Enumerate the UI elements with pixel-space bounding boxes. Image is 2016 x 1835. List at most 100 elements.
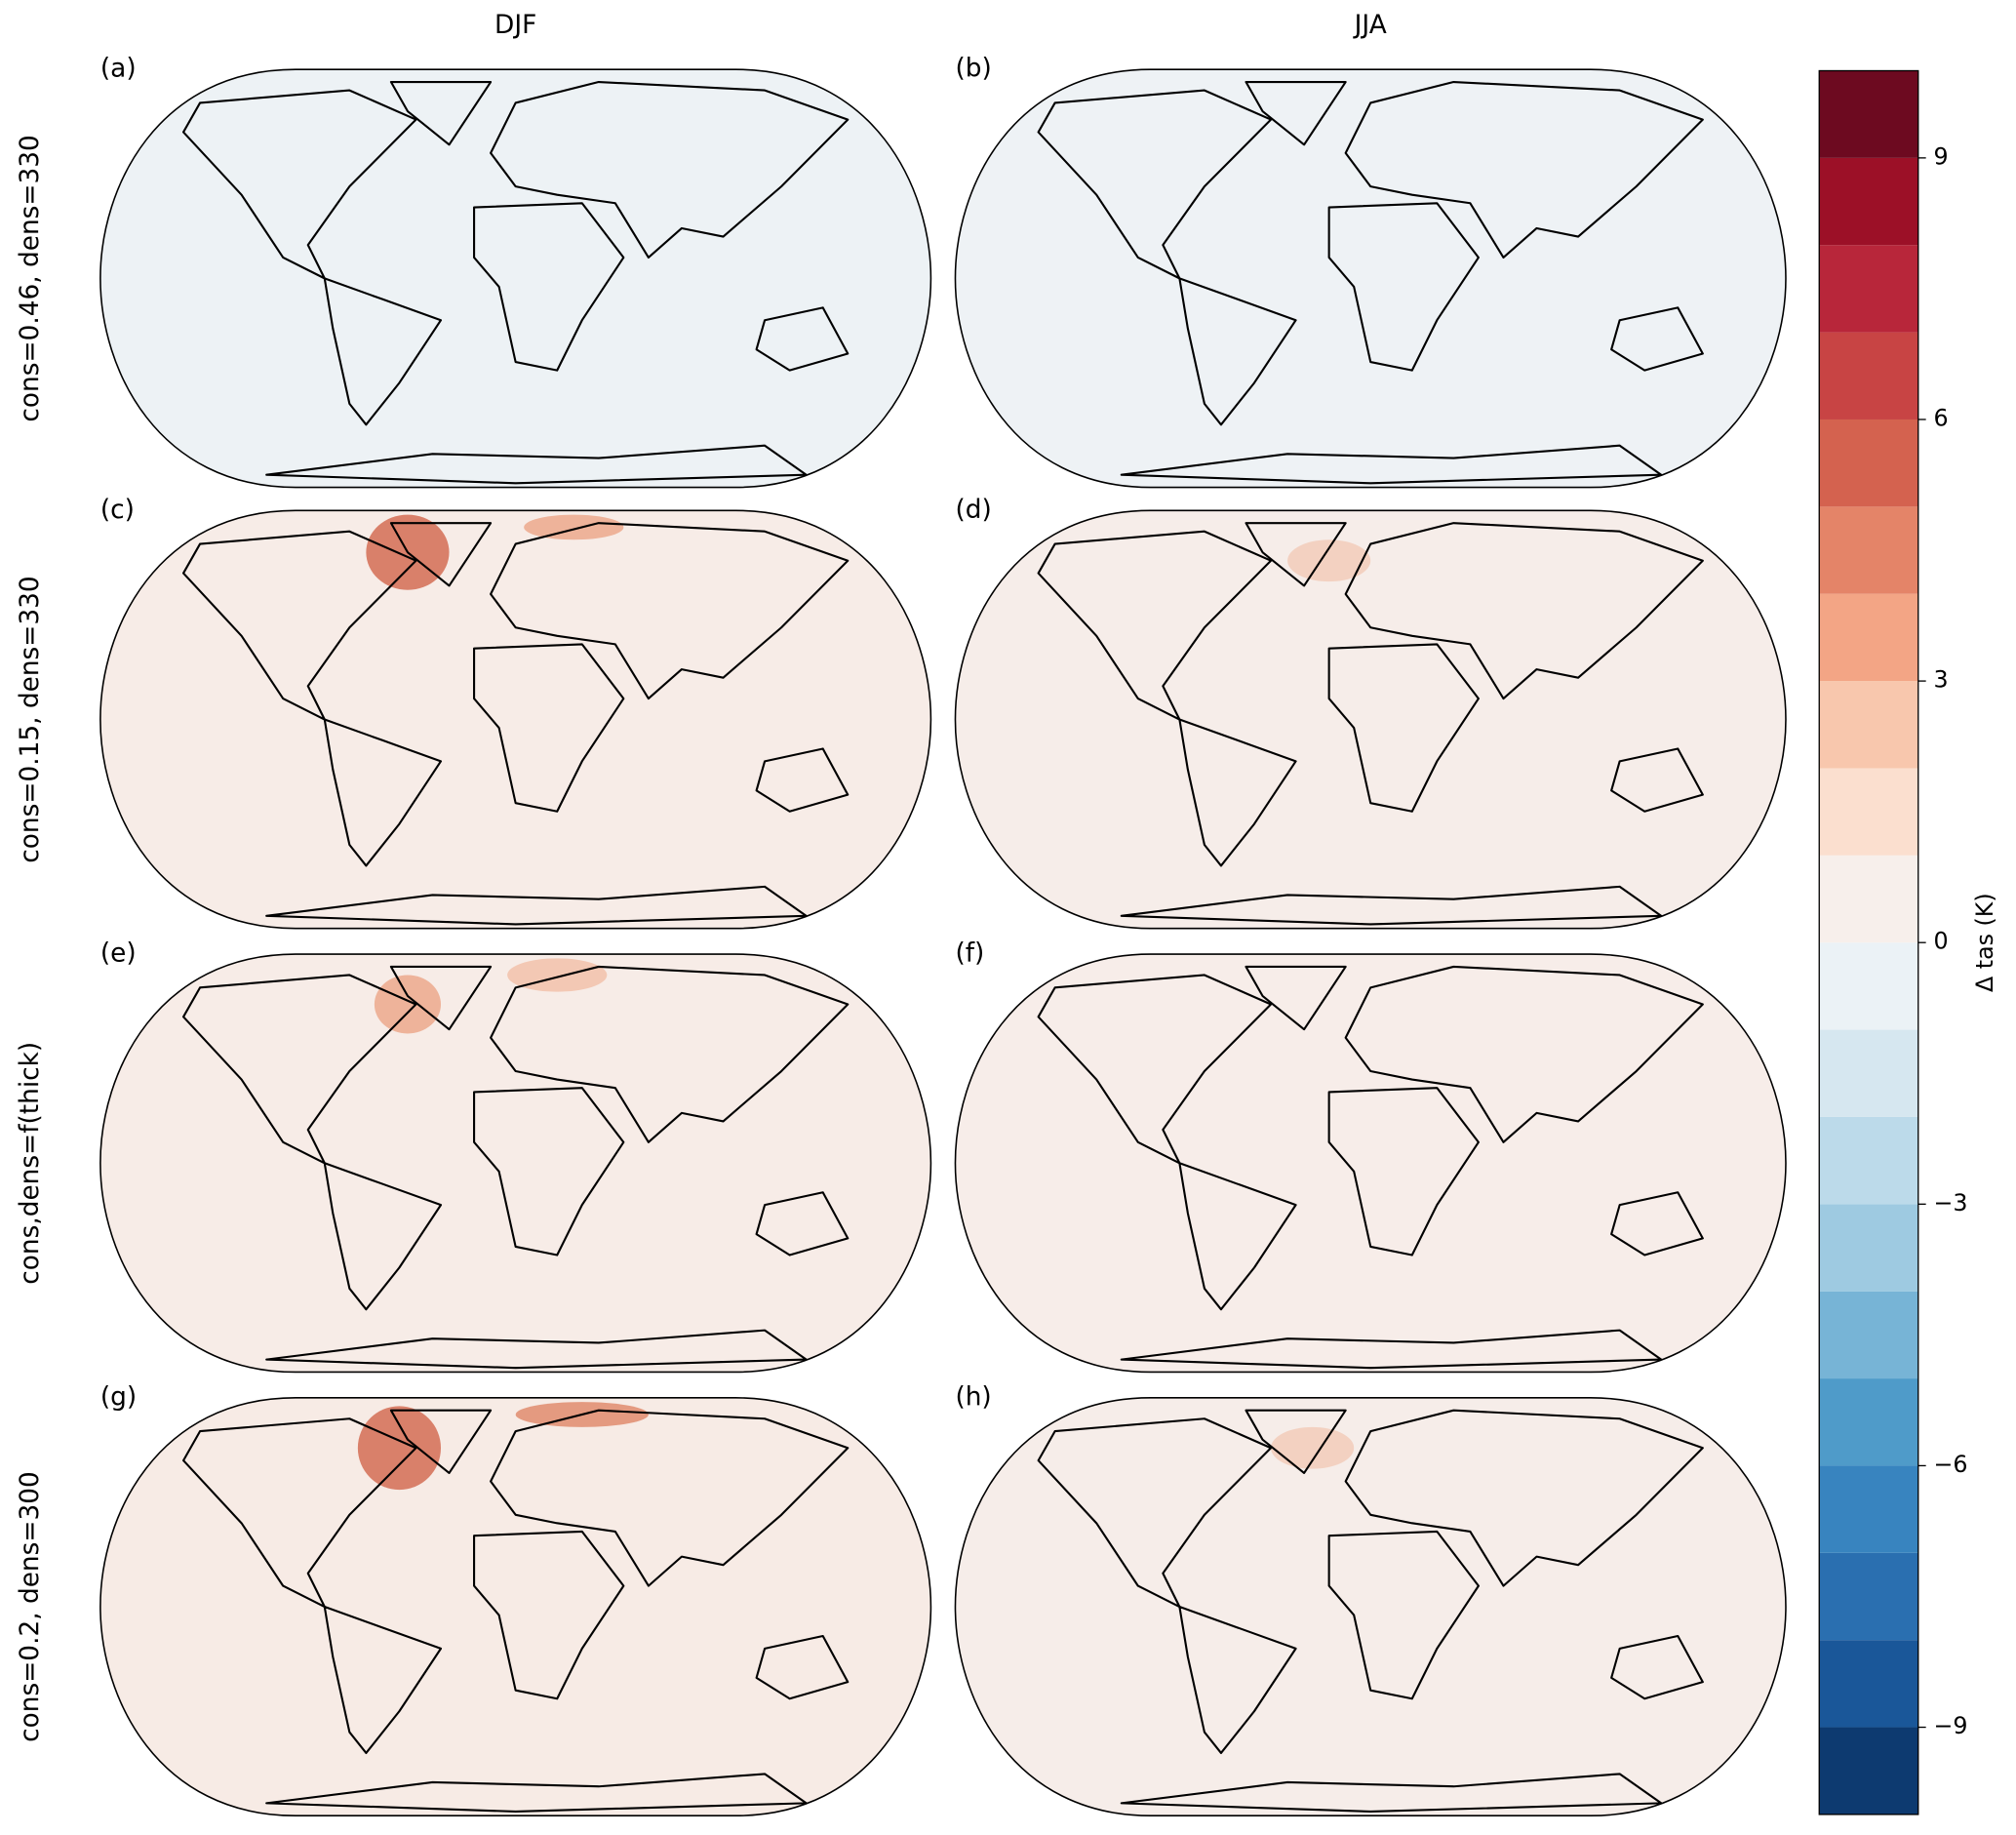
coastline <box>473 1530 625 1700</box>
coastline <box>1120 885 1663 926</box>
coastline <box>490 965 850 1143</box>
map-background <box>99 954 931 1373</box>
row-label: cons=0.2, dens=300 <box>16 1471 45 1742</box>
column-title: JJA <box>1353 11 1387 40</box>
map-outline <box>99 953 932 1374</box>
colorbar-tick-label: 0 <box>1934 928 1949 955</box>
map-panel <box>955 69 1786 488</box>
coastline <box>1327 202 1480 372</box>
colorbar-band <box>1819 332 1918 419</box>
panel-label: (g) <box>100 1382 137 1412</box>
colorbar-label: Δ tas (K) <box>1971 893 1998 992</box>
panel-label: (e) <box>100 939 137 969</box>
anomaly <box>374 975 442 1034</box>
colorbar-band <box>1819 1465 1918 1553</box>
map-outline <box>954 953 1787 1374</box>
coastline <box>490 1409 850 1587</box>
coastline <box>1327 1530 1480 1700</box>
colorbar-band <box>1819 1291 1918 1379</box>
map-outline <box>99 1397 932 1817</box>
colorbar-band <box>1819 1552 1918 1641</box>
panel-label: (c) <box>100 496 135 525</box>
panel-label: (h) <box>955 1382 991 1412</box>
coastline <box>181 89 417 280</box>
coastline <box>1245 965 1347 1031</box>
coastline <box>473 202 625 372</box>
coastline <box>181 530 417 721</box>
coastline <box>265 885 808 926</box>
coastline <box>1610 306 1704 372</box>
coastline <box>1178 718 1297 867</box>
anomaly <box>1287 539 1371 582</box>
coastline <box>1037 974 1273 1165</box>
map-outline <box>99 509 932 930</box>
map-panel <box>955 1397 1786 1816</box>
coastline <box>1037 530 1273 721</box>
coastline <box>1344 80 1704 259</box>
colorbar-band <box>1819 419 1918 507</box>
coastline <box>323 1605 443 1755</box>
coastline <box>181 1417 417 1609</box>
map-panel <box>99 1397 931 1816</box>
map-background <box>99 510 931 929</box>
map-background <box>99 69 931 488</box>
coastline <box>755 1634 850 1700</box>
colorbar-tick-label: −3 <box>1934 1189 1968 1217</box>
colorbar-band <box>1819 245 1918 333</box>
coastline <box>181 974 417 1165</box>
coastline <box>323 277 443 426</box>
coastline <box>1037 89 1273 280</box>
colorbar-tick-label: 3 <box>1934 666 1949 694</box>
colorbar-band <box>1819 942 1918 1030</box>
colorbar-band <box>1819 157 1918 246</box>
coastline <box>1037 1417 1273 1609</box>
coastline <box>323 1162 443 1311</box>
colorbar-band <box>1819 1727 1918 1815</box>
coastline <box>1344 965 1704 1143</box>
coastline <box>1344 1409 1704 1587</box>
coastline <box>389 965 493 1031</box>
coastline <box>1120 444 1663 485</box>
coastline <box>1245 1409 1347 1474</box>
anomaly <box>357 1406 442 1491</box>
map-outline <box>99 68 932 489</box>
map-outline <box>954 1397 1787 1817</box>
map-background <box>99 1397 931 1816</box>
coastline <box>1610 1191 1704 1257</box>
anomaly <box>1271 1426 1355 1469</box>
row-label: cons,dens=f(thick) <box>16 1042 45 1285</box>
colorbar-band <box>1819 506 1918 594</box>
map-background <box>955 69 1786 488</box>
colorbar-band <box>1819 1204 1918 1292</box>
map-outline <box>954 68 1787 489</box>
map-background <box>955 954 1786 1373</box>
coastline <box>1120 1329 1663 1370</box>
colorbar-band <box>1819 855 1918 943</box>
coastline <box>265 444 808 485</box>
coastline <box>1610 1634 1704 1700</box>
coastline <box>1245 80 1347 146</box>
panel-label: (a) <box>100 55 137 84</box>
map-panel <box>99 510 931 929</box>
coastline <box>473 1087 625 1257</box>
coastline <box>755 1191 850 1257</box>
coastline <box>1245 522 1347 587</box>
coastline <box>1610 747 1704 813</box>
panel-label: (b) <box>955 55 991 84</box>
coastline <box>490 80 850 259</box>
coastline <box>1327 1087 1480 1257</box>
coastline <box>1120 1773 1663 1813</box>
colorbar-tick-label: −9 <box>1934 1712 1968 1739</box>
map-panel <box>99 69 931 488</box>
coastline <box>389 80 493 146</box>
coastline <box>1344 522 1704 700</box>
coastline <box>1178 1162 1297 1311</box>
colorbar-band <box>1819 681 1918 769</box>
map-panel <box>955 510 1786 929</box>
row-label: cons=0.46, dens=330 <box>16 135 45 421</box>
colorbar-band <box>1819 593 1918 682</box>
coastline <box>1178 277 1297 426</box>
map-background <box>955 510 1786 929</box>
colorbar-band <box>1819 1378 1918 1466</box>
